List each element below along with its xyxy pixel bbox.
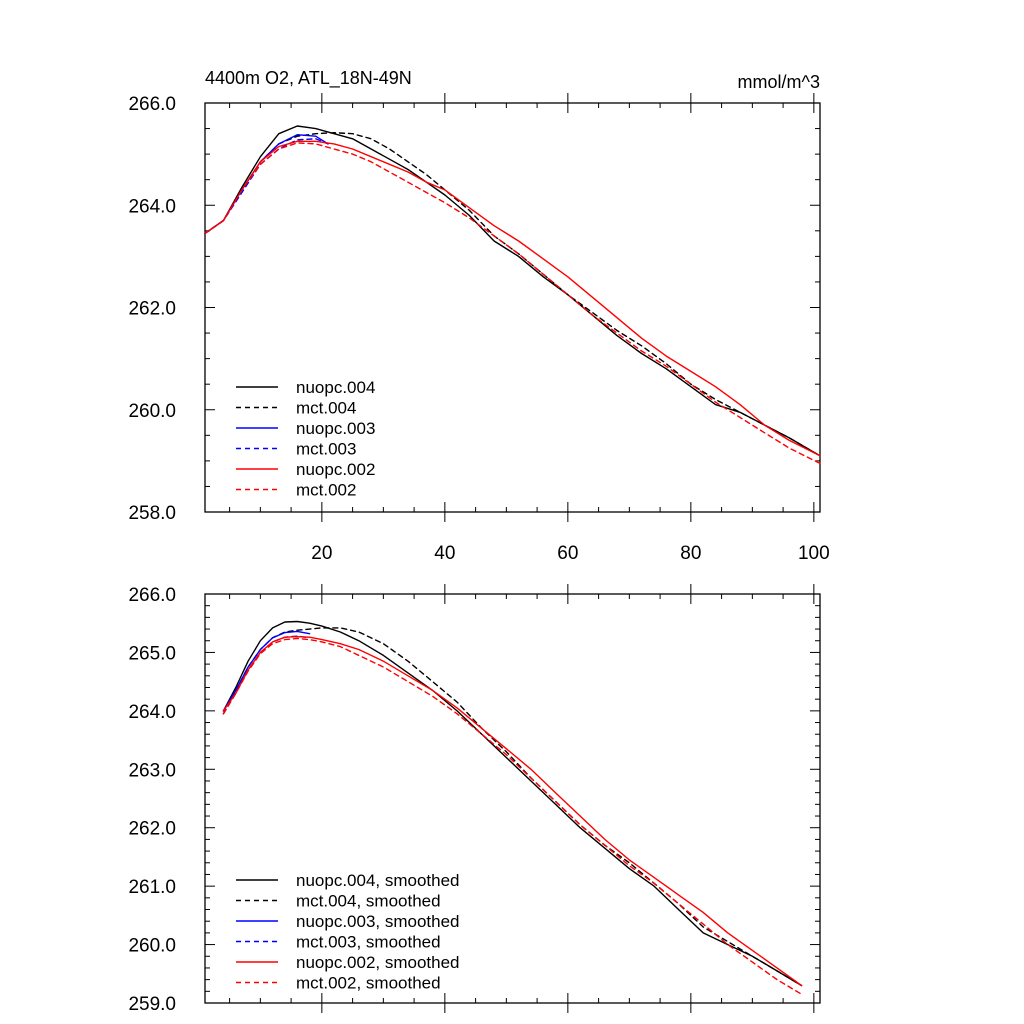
y-tick-label: 259.0 bbox=[128, 994, 176, 1015]
y-tick-label: 266.0 bbox=[128, 94, 176, 115]
bottom-chart-panel: 259.0 260.0 261.0 262.0 263.0 264.0 265.0 266.0… bbox=[128, 584, 821, 1015]
x-tick-label: 20 bbox=[311, 543, 332, 564]
y-tick-label: 260.0 bbox=[128, 936, 176, 957]
top-axis-ticks: 20 40 60 80 100 258.0 260.0 262.0 264.0 266.0 bbox=[128, 93, 830, 564]
y-tick-label: 264.0 bbox=[128, 196, 176, 217]
series-line bbox=[204, 131, 821, 457]
legend-label: nuopc.002, smoothed bbox=[296, 953, 460, 972]
chart-title: 4400m O2, ATL_18N-49N bbox=[205, 68, 412, 89]
series-line bbox=[222, 630, 311, 712]
y-tick-label: 265.0 bbox=[128, 643, 176, 664]
top-series-group bbox=[204, 125, 821, 465]
series-line bbox=[204, 125, 821, 457]
x-tick-label: 60 bbox=[557, 543, 578, 564]
y-tick-label: 262.0 bbox=[128, 819, 176, 840]
y-tick-label: 264.0 bbox=[128, 702, 176, 723]
bottom-series-group bbox=[222, 620, 803, 995]
legend-label: mct.004, smoothed bbox=[296, 892, 441, 911]
y-tick-label: 258.0 bbox=[128, 503, 176, 524]
series-line bbox=[222, 636, 803, 987]
chart-units: mmol/m^3 bbox=[738, 72, 820, 92]
legend-label: mct.003, smoothed bbox=[296, 933, 441, 952]
y-tick-label: 263.0 bbox=[128, 760, 176, 781]
y-tick-label: 261.0 bbox=[128, 877, 176, 898]
y-tick-label: 266.0 bbox=[128, 585, 176, 606]
top-chart-panel: 4400m O2, ATL_18N-49N mmol/m^3 20 40 60 80 1… bbox=[128, 68, 829, 564]
x-tick-label: 80 bbox=[680, 543, 701, 564]
legend-label: nuopc.003, smoothed bbox=[296, 912, 460, 931]
legend-label: nuopc.004 bbox=[296, 378, 375, 397]
x-tick-label: 100 bbox=[798, 543, 830, 564]
y-tick-label: 262.0 bbox=[128, 299, 176, 320]
legend-label: nuopc.004, smoothed bbox=[296, 871, 460, 890]
legend-label: mct.002 bbox=[296, 481, 356, 500]
bottom-plot-frame bbox=[204, 593, 821, 1004]
series-line bbox=[222, 620, 803, 987]
bottom-axis-ticks: 259.0 260.0 261.0 262.0 263.0 264.0 265.0 266.0 bbox=[128, 584, 820, 1015]
legend-label: mct.004 bbox=[296, 399, 356, 418]
legend-label: nuopc.002 bbox=[296, 460, 375, 479]
legend-label: mct.003 bbox=[296, 440, 356, 459]
series-line bbox=[204, 142, 821, 465]
legend-label: mct.002, smoothed bbox=[296, 974, 441, 993]
series-line bbox=[222, 637, 803, 995]
y-tick-label: 260.0 bbox=[128, 401, 176, 422]
legend-label: nuopc.003 bbox=[296, 419, 375, 438]
series-line bbox=[204, 140, 821, 457]
x-tick-label: 40 bbox=[434, 543, 455, 564]
